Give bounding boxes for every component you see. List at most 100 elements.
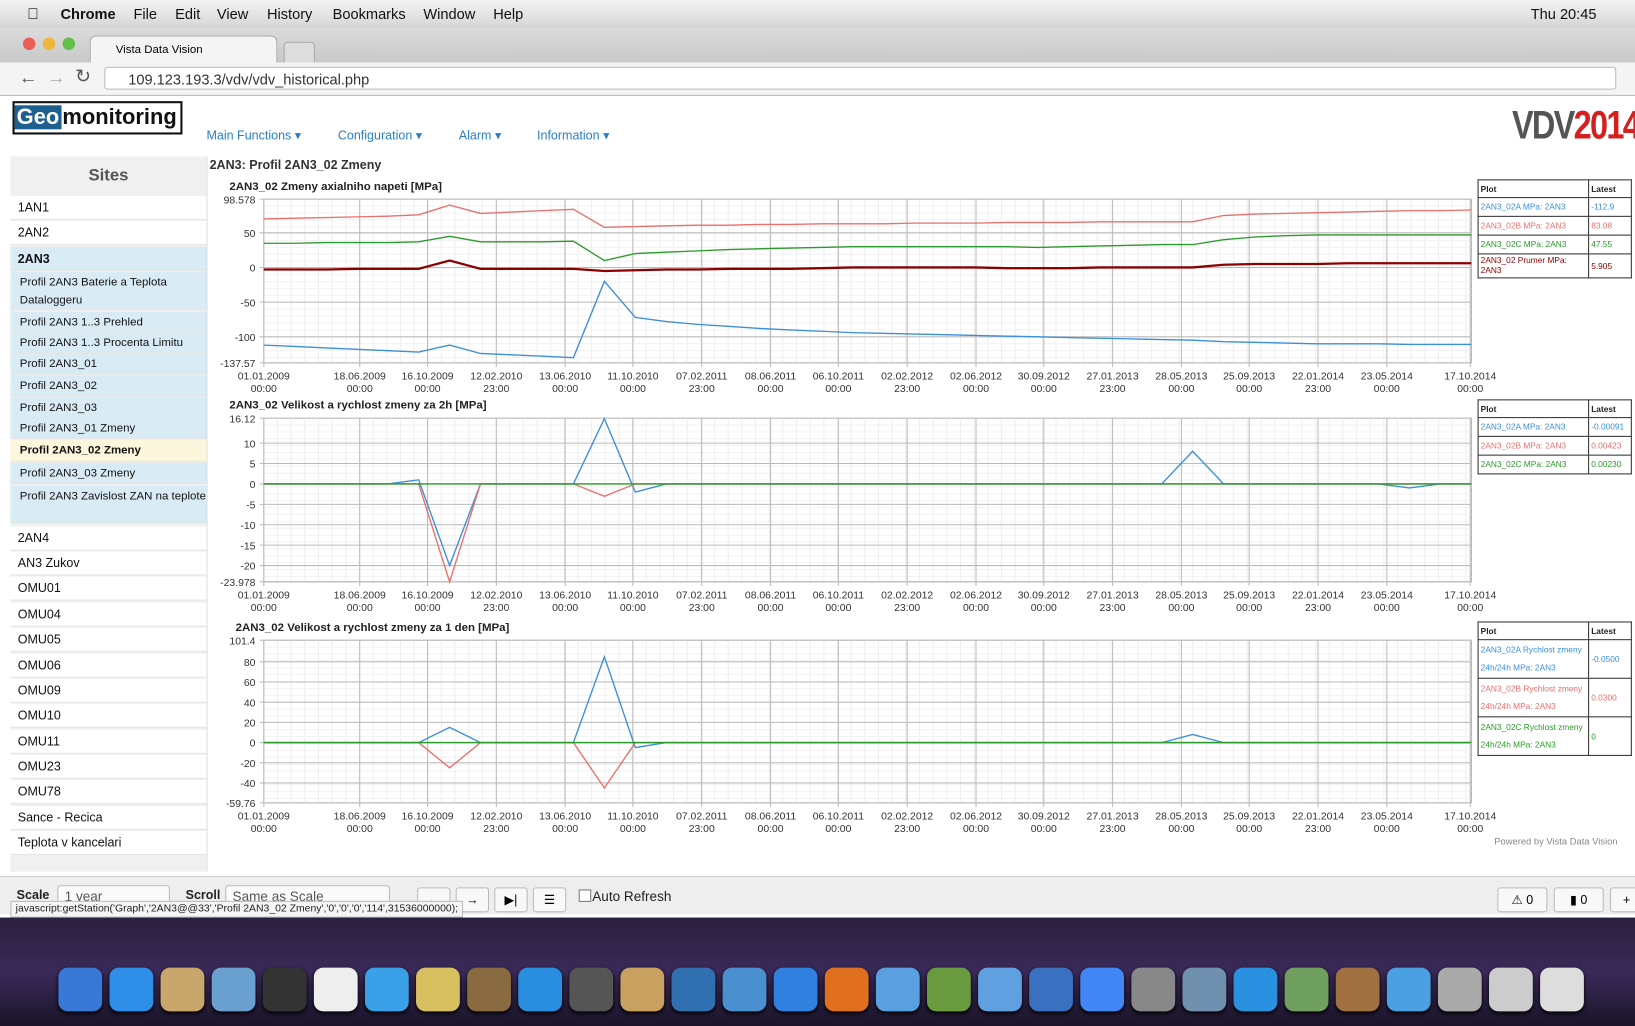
site-item[interactable]: Profil 2AN3 Zavislost ZAN na teplote <box>10 485 207 524</box>
legend-row[interactable]: 2AN3_02B Rychlost zmeny 24h/24h MPa: 2AN… <box>1477 677 1632 718</box>
dock-icon[interactable] <box>620 967 665 1012</box>
dock-icon[interactable] <box>1131 967 1176 1012</box>
dock-icon[interactable] <box>364 967 409 1012</box>
site-item[interactable]: Profil 2AN3 1..3 Procenta Limitu <box>10 332 207 354</box>
minimize-window[interactable] <box>42 37 56 51</box>
dock-icon[interactable] <box>875 967 920 1012</box>
site-item[interactable]: OMU11 <box>10 729 207 754</box>
dock-icon[interactable] <box>1489 967 1533 1012</box>
legend-row[interactable]: 2AN3_02 Prumer MPa: 2AN3 5.905 <box>1477 253 1632 279</box>
dock-icon[interactable] <box>926 967 971 1012</box>
message-count: 0 <box>1580 892 1588 908</box>
site-item[interactable]: Profil 2AN3_01 <box>10 353 207 375</box>
site-item[interactable]: Teplota v kancelari <box>10 831 207 855</box>
app-menu[interactable]: Chrome <box>60 5 116 22</box>
menu-item[interactable]: Window <box>423 5 476 22</box>
site-item[interactable]: OMU09 <box>10 678 207 703</box>
apple-menu[interactable]:  <box>27 5 39 23</box>
dock-icon[interactable] <box>467 967 511 1012</box>
site-item[interactable]: OMU23 <box>10 754 207 779</box>
dock-icon[interactable] <box>978 967 1022 1012</box>
site-item[interactable]: 2AN3 <box>10 247 207 272</box>
logo[interactable]: Geo monitoring <box>12 101 182 135</box>
site-item[interactable]: Profil 2AN3_03 <box>10 397 207 419</box>
dock-icon[interactable] <box>58 967 103 1012</box>
dock-icon[interactable] <box>569 967 614 1012</box>
alarm-button[interactable]: ⚠ 0 <box>1497 887 1548 913</box>
menu-item[interactable]: File <box>133 5 157 22</box>
legend-row[interactable]: 2AN3_02A MPa: 2AN3 -112.9 <box>1477 197 1632 217</box>
site-item[interactable]: Profil 2AN3 1..3 Prehled <box>10 311 207 333</box>
site-item[interactable]: OMU10 <box>10 703 207 728</box>
menu-item[interactable]: Bookmarks <box>332 5 406 22</box>
site-item[interactable]: Profil 2AN3 Baterie a Teplota Datalogger… <box>10 272 207 310</box>
clock: Thu 20:45 <box>1530 5 1597 22</box>
nav-menu[interactable]: Information ▾ <box>537 128 610 143</box>
menu-bar:  Chrome Thu 20:45 File Edit View History Bo… <box>0 0 1635 29</box>
dock-icon[interactable] <box>1540 967 1584 1012</box>
legend-row[interactable]: 2AN3_02C MPa: 2AN3 47.55 <box>1477 234 1632 255</box>
browser-tab[interactable]: Vista Data Vision <box>89 35 278 63</box>
site-item[interactable]: Profil 2AN3_03 Zmeny <box>10 462 207 484</box>
site-item[interactable]: 2AN4 <box>10 526 207 551</box>
menu-item[interactable]: History <box>266 5 313 22</box>
dock-icon[interactable] <box>722 967 767 1012</box>
back-button[interactable]: ← <box>18 66 38 88</box>
dock-icon[interactable] <box>671 967 716 1012</box>
dock-icon[interactable] <box>416 967 460 1012</box>
message-button[interactable]: ▮ 0 <box>1553 887 1604 913</box>
legend-row[interactable]: 2AN3_02A MPa: 2AN3 -0.00091 <box>1477 417 1632 437</box>
site-item[interactable]: 1AN1 <box>10 196 207 221</box>
dock-icon[interactable] <box>109 967 154 1012</box>
forward-button[interactable]: → <box>46 66 66 88</box>
dock-icon[interactable] <box>1182 967 1227 1012</box>
close-window[interactable] <box>22 37 36 51</box>
dock-icon[interactable] <box>773 967 818 1012</box>
dock-icon[interactable] <box>262 967 307 1012</box>
legend-row[interactable]: 2AN3_02A Rychlost zmeny 24h/24h MPa: 2AN… <box>1477 639 1632 679</box>
table-button[interactable]: ☰ <box>532 887 567 913</box>
scroll-select[interactable]: Same as Scale <box>225 885 390 907</box>
reload-button[interactable]: ↻ <box>75 65 91 87</box>
site-item[interactable]: OMU01 <box>10 576 207 601</box>
dock-icon[interactable] <box>1080 967 1125 1012</box>
y-tick-label: 50 <box>244 229 256 240</box>
nav-menu[interactable]: Configuration ▾ <box>337 128 423 143</box>
dock-icon[interactable] <box>1386 967 1431 1012</box>
x-tick-label: 18.06.2009 <box>334 372 386 383</box>
legend-row[interactable]: 2AN3_02C MPa: 2AN3 0.00230 <box>1477 454 1632 475</box>
menu-item[interactable]: Edit <box>175 5 201 22</box>
site-item[interactable]: Profil 2AN3_02 <box>10 375 207 397</box>
site-item[interactable]: 2AN2 <box>10 221 207 246</box>
site-item[interactable]: OMU06 <box>10 653 207 678</box>
dock-icon[interactable] <box>160 967 205 1012</box>
dock-icon[interactable] <box>1029 967 1073 1012</box>
dock-icon[interactable] <box>1437 967 1482 1012</box>
site-item[interactable]: OMU78 <box>10 779 207 804</box>
dock-icon[interactable] <box>313 967 358 1012</box>
nav-menu[interactable]: Main Functions ▾ <box>206 128 302 143</box>
dock-icon[interactable] <box>1284 967 1329 1012</box>
address-bar[interactable]: 109.123.193.3/vdv/vdv_historical.php <box>104 66 1617 90</box>
dock-icon[interactable] <box>518 967 563 1012</box>
site-item[interactable]: OMU05 <box>10 627 207 652</box>
site-item[interactable]: Profil 2AN3_01 Zmeny <box>10 418 207 439</box>
end-button[interactable]: ▶| <box>494 887 528 913</box>
legend-row[interactable]: 2AN3_02B MPa: 2AN3 83.08 <box>1477 215 1632 236</box>
dock-icon[interactable] <box>1233 967 1278 1012</box>
site-item[interactable]: Profil 2AN3_02 Zmeny <box>10 440 207 462</box>
site-item[interactable]: AN3 Zukov <box>10 551 207 576</box>
legend-row[interactable]: 2AN3_02C Rychlost zmeny 24h/24h MPa: 2AN… <box>1477 716 1632 756</box>
nav-menu[interactable]: Alarm ▾ <box>458 128 502 143</box>
site-item[interactable]: OMU04 <box>10 602 207 627</box>
add-button[interactable]: + <box>1609 887 1635 913</box>
zoom-window[interactable] <box>62 37 76 51</box>
dock-icon[interactable] <box>824 967 869 1012</box>
dock-icon[interactable] <box>211 967 256 1012</box>
site-item[interactable]: Sance - Recica <box>10 805 207 830</box>
auto-refresh-checkbox[interactable] <box>578 889 592 902</box>
menu-item[interactable]: Help <box>493 5 524 22</box>
legend-row[interactable]: 2AN3_02B MPa: 2AN3 0.00423 <box>1477 435 1632 456</box>
dock-icon[interactable] <box>1335 967 1380 1012</box>
menu-item[interactable]: View <box>216 5 249 22</box>
